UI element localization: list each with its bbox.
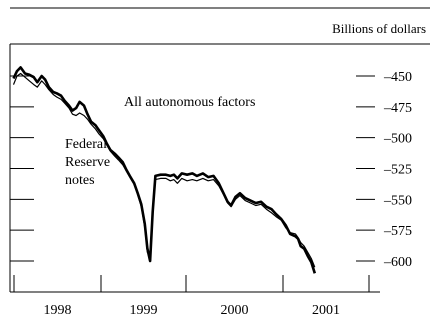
y-tick-label: –525 xyxy=(383,163,412,178)
y-axis-ticks: –450 –475 –500 –525 –550 –575 –600 xyxy=(10,70,412,270)
y-tick-label: –575 xyxy=(383,224,412,239)
y-tick-label: –600 xyxy=(383,255,412,270)
y-tick-label: –500 xyxy=(383,132,412,147)
x-axis-ticks: 1998 1999 2000 2001 xyxy=(13,275,370,318)
x-tick-label: 1998 xyxy=(44,303,72,318)
series-line-federal-reserve-notes xyxy=(12,72,316,268)
x-tick-label: 2000 xyxy=(221,303,249,318)
annotation-federal-reserve-3: notes xyxy=(65,173,95,188)
y-tick-label: –450 xyxy=(383,70,412,85)
annotation-federal-reserve-1: Federal xyxy=(65,137,107,152)
y-tick-label: –550 xyxy=(383,193,412,208)
x-tick-label: 1999 xyxy=(130,303,158,318)
annotation-federal-reserve-2: Reserve xyxy=(65,155,110,170)
y-tick-label: –475 xyxy=(383,101,412,116)
series-lines xyxy=(12,66,317,274)
annotation-all-autonomous: All autonomous factors xyxy=(124,95,255,110)
units-label: Billions of dollars xyxy=(332,21,426,36)
x-tick-label: 2001 xyxy=(312,303,340,318)
